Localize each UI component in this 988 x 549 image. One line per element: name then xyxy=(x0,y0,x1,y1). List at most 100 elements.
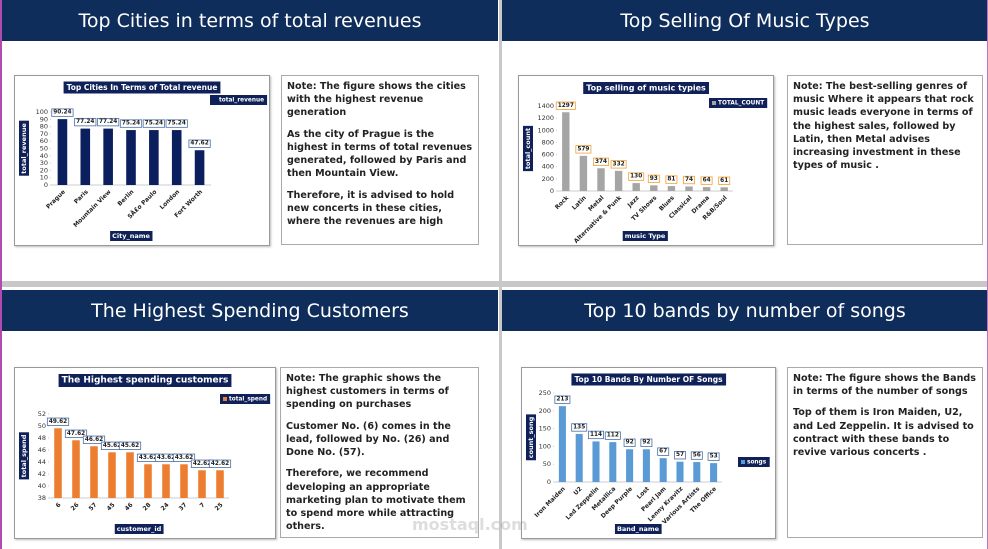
bar xyxy=(90,446,98,498)
bar xyxy=(642,449,650,482)
note: Note: The figure shows the cities with t… xyxy=(281,75,479,245)
bar xyxy=(650,185,658,191)
value-label: 81 xyxy=(667,177,675,183)
bar xyxy=(72,440,80,498)
value-label-box xyxy=(51,108,74,117)
legend: songs xyxy=(738,457,770,467)
value-label-group: 93 xyxy=(647,174,660,184)
legend: TOTAL_COUNT xyxy=(709,98,768,108)
value-label-group: 213 xyxy=(554,395,571,404)
bar xyxy=(180,464,188,498)
legend-label: total_revenue xyxy=(219,98,264,104)
bar xyxy=(194,150,205,185)
x-tick-label: Rock xyxy=(554,194,571,211)
x-axis-label-box xyxy=(110,231,153,241)
value-label: 213 xyxy=(556,397,568,403)
value-label: 56 xyxy=(693,453,701,459)
value-label: 46.62 xyxy=(85,437,103,443)
x-tick-label: 28 xyxy=(142,502,153,513)
value-label: 61 xyxy=(720,178,728,184)
note: Note: The figure shows the Bands in term… xyxy=(787,367,983,538)
x-tick-label: 25 xyxy=(214,502,225,513)
bar xyxy=(149,130,159,185)
y-tick-label: 800 xyxy=(542,138,554,146)
value-label-box xyxy=(628,172,645,181)
value-label-box xyxy=(82,435,106,444)
x-axis-label-box xyxy=(614,524,662,534)
value-label-group: 130 xyxy=(628,172,645,181)
value-label-box xyxy=(118,441,142,450)
value-label-box xyxy=(208,459,232,468)
value-label-group: 1297 xyxy=(555,101,576,110)
x-tick-label: 45 xyxy=(106,502,117,513)
value-label: 75.24 xyxy=(145,121,163,127)
value-label: 114 xyxy=(590,432,602,438)
value-label-box xyxy=(640,438,653,447)
x-tick-label: U2 xyxy=(572,486,583,497)
value-label-box xyxy=(46,417,70,426)
x-tick-label: 46 xyxy=(124,502,135,513)
value-label-group: 374 xyxy=(593,157,609,166)
legend-label: TOTAL_COUNT xyxy=(718,101,764,107)
y-tick-label: 42 xyxy=(38,470,46,478)
value-label: 43.62 xyxy=(157,455,175,461)
value-label-box xyxy=(571,423,588,432)
bar xyxy=(592,441,600,482)
value-label-box xyxy=(700,176,713,185)
y-tick-label: 90 xyxy=(40,115,48,123)
bar xyxy=(103,128,113,185)
legend: total_spend xyxy=(220,394,271,404)
note: Note: The graphic shows the highest cust… xyxy=(280,367,479,538)
y-tick-label: 0 xyxy=(547,478,551,486)
divider xyxy=(2,281,987,287)
y-tick-label: 52 xyxy=(38,410,46,418)
bar xyxy=(659,458,667,482)
x-tick-label: London xyxy=(159,189,182,212)
value-label-group: 42.62 xyxy=(208,459,232,468)
bar xyxy=(632,183,640,191)
note: Note: The best-selling genres of music W… xyxy=(787,75,983,245)
value-label-box xyxy=(623,438,636,447)
y-tick-label: 100 xyxy=(36,108,48,116)
legend: total_revenue xyxy=(210,95,268,105)
legend-box xyxy=(220,394,271,404)
chart-title-group: Top selling of music typies xyxy=(583,82,710,94)
y-axis-label-box xyxy=(19,120,29,176)
bar xyxy=(579,155,588,191)
value-label-box xyxy=(188,139,211,148)
bar xyxy=(558,406,566,482)
legend-swatch xyxy=(223,397,227,401)
value-label-group: 92 xyxy=(640,438,653,447)
note-paragraph: Note: The figure shows the cities with t… xyxy=(287,81,466,119)
bar xyxy=(685,186,693,191)
x-tick-label: 24 xyxy=(160,502,171,513)
value-label-group: 67 xyxy=(657,447,670,456)
y-tick-label: 1000 xyxy=(537,126,554,134)
legend-label: songs xyxy=(747,460,767,466)
value-label-group: 74 xyxy=(683,175,695,185)
value-label: 90.24 xyxy=(53,110,71,116)
x-tick-label: Paris xyxy=(73,188,90,205)
value-label: 92 xyxy=(642,440,650,446)
panel-heading: Top Selling Of Music Types xyxy=(502,0,987,41)
value-label-group: 75.24 xyxy=(119,119,143,128)
value-label: 1297 xyxy=(558,103,574,109)
y-axis-label-group: total_spend xyxy=(19,432,29,480)
value-label-box xyxy=(74,117,97,127)
value-label-group: 64 xyxy=(700,176,713,185)
chart-title-box xyxy=(583,82,710,94)
x-axis-label: customer_id xyxy=(117,525,162,533)
x-axis-label-box xyxy=(114,524,164,534)
value-label: 57 xyxy=(676,452,684,458)
value-label-group: 112 xyxy=(604,431,621,440)
chart-title: Top Cities In Terms of Total revenue xyxy=(67,83,218,92)
bar xyxy=(562,112,570,191)
y-tick-label: 80 xyxy=(40,123,48,131)
x-axis-label: music Type xyxy=(625,232,666,240)
y-axis-label-box xyxy=(19,432,29,480)
legend-swatch xyxy=(712,101,716,105)
value-label-group: 77.24 xyxy=(97,117,120,127)
value-label: 49.62 xyxy=(49,419,67,425)
x-axis-label-group: customer_id xyxy=(114,524,164,534)
